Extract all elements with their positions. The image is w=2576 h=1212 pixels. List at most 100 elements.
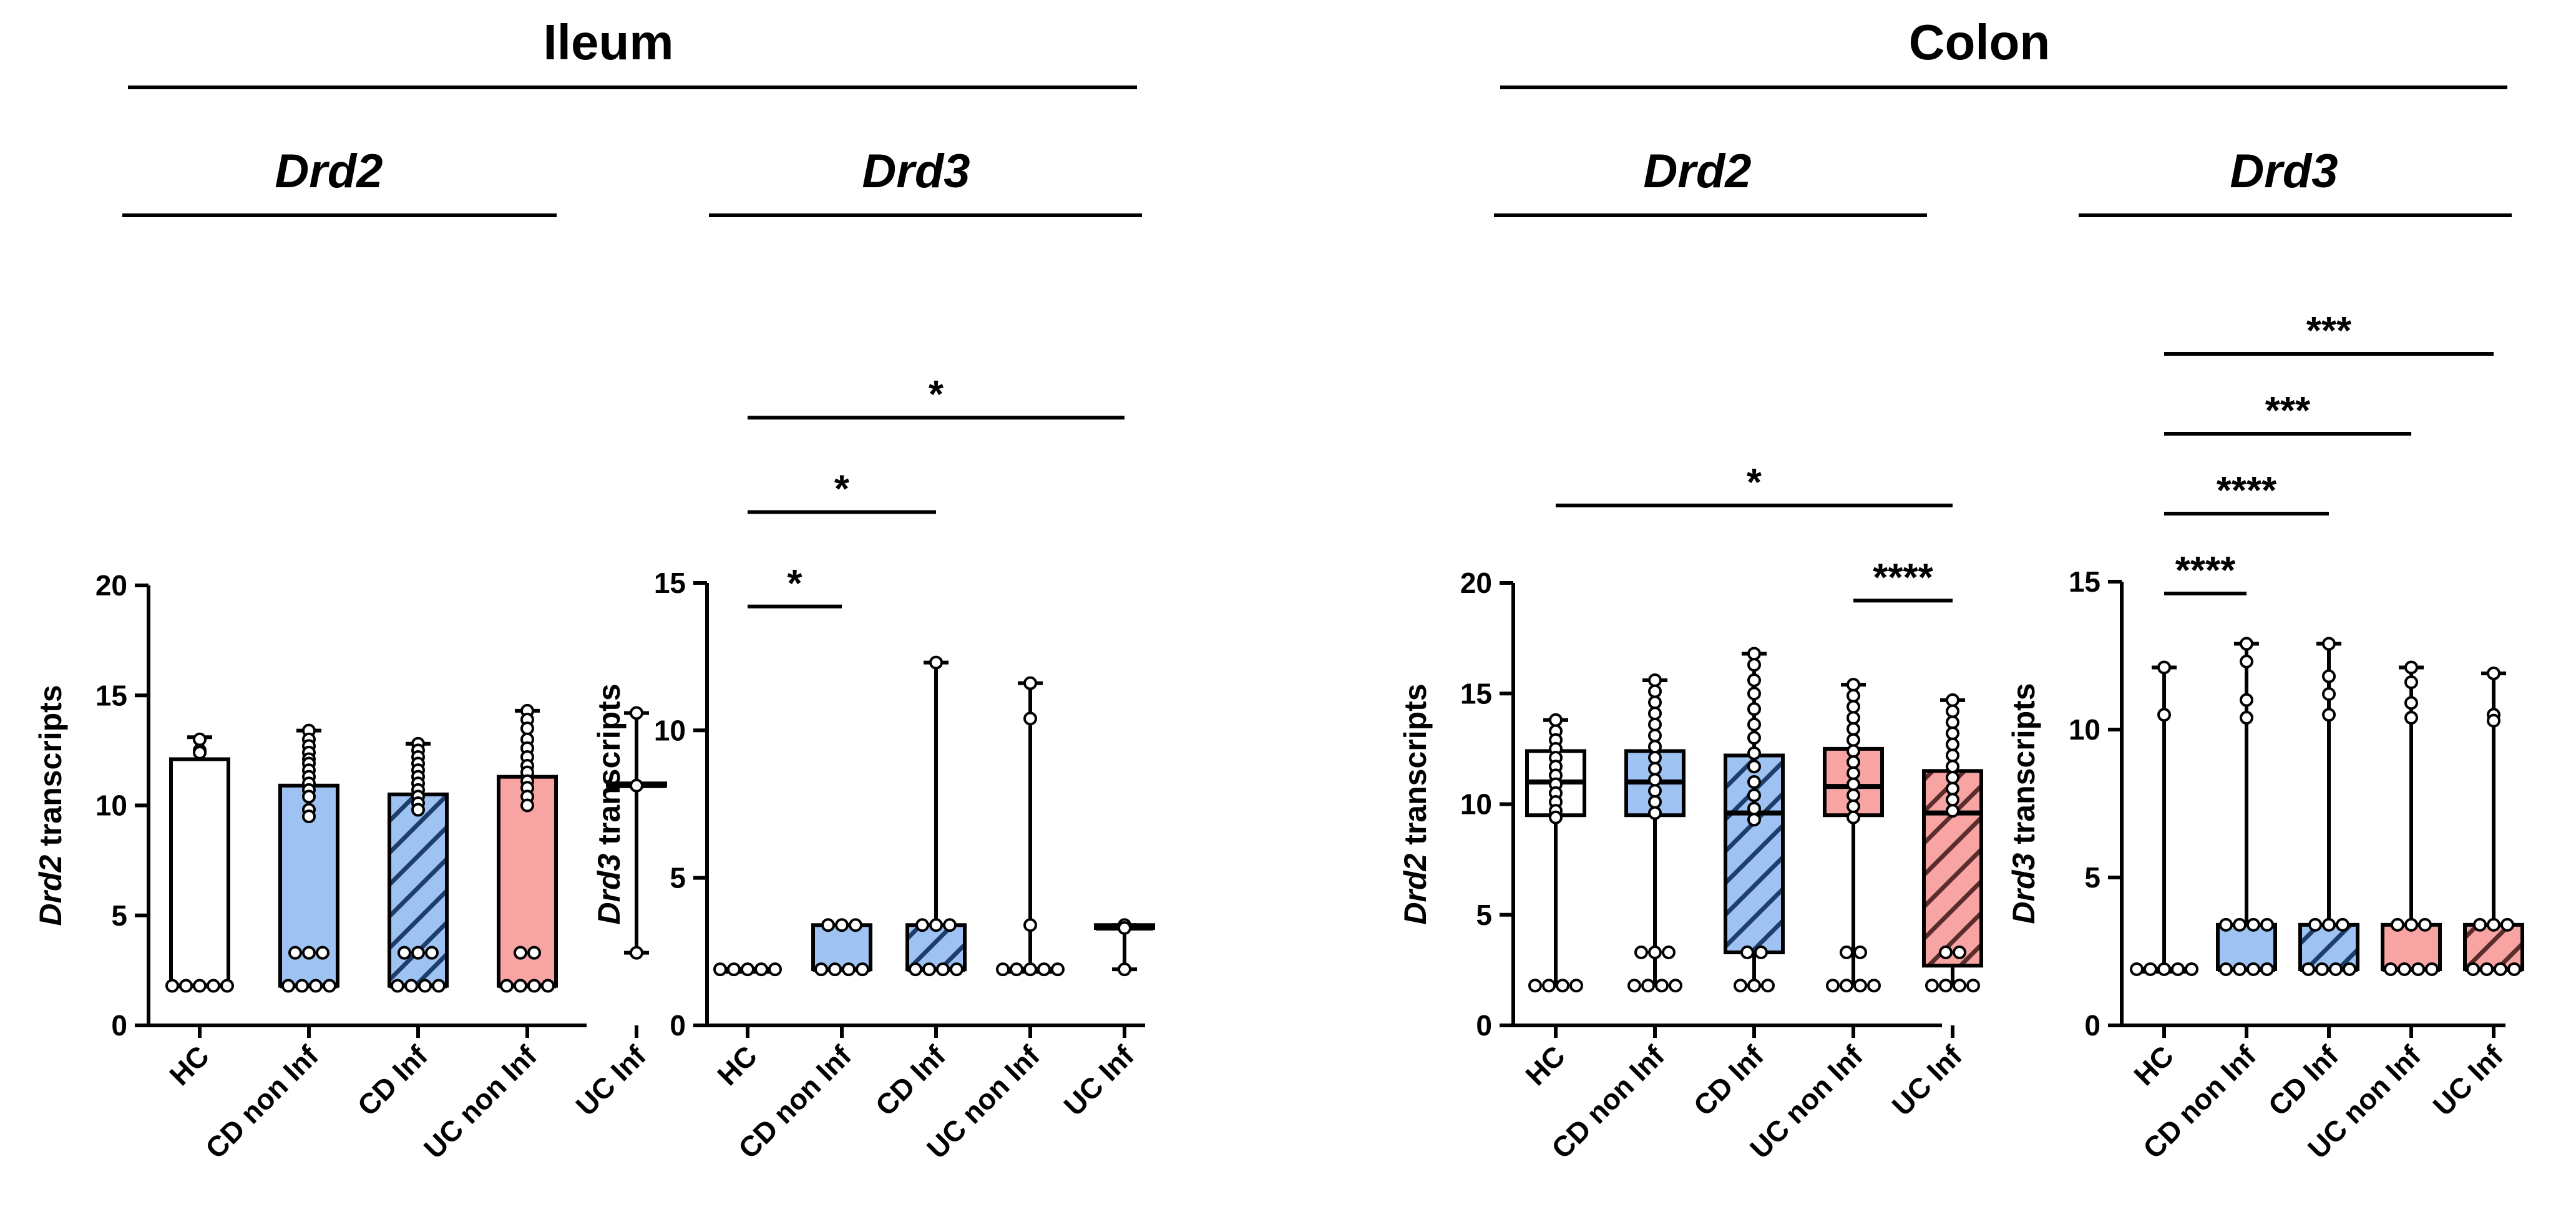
data-point: [411, 946, 425, 960]
data-point: [418, 979, 432, 993]
data-point: [288, 946, 302, 960]
data-point: [713, 962, 727, 977]
data-point: [1847, 788, 1860, 803]
data-point: [323, 979, 336, 993]
data-point: [1946, 804, 1959, 818]
category-label-uc-inf: UC Inf: [1886, 1039, 1969, 1122]
data-point: [1641, 979, 1655, 993]
data-point: [2240, 693, 2253, 707]
data-point: [2219, 917, 2233, 932]
data-point: [828, 962, 842, 977]
data-point: [2487, 666, 2500, 680]
data-point: [2260, 917, 2274, 932]
category-label-cd-inf: CD Inf: [2262, 1039, 2345, 1122]
data-point: [1648, 717, 1662, 731]
data-point: [1761, 979, 1775, 993]
data-point: [1662, 946, 1676, 960]
data-point: [295, 979, 309, 993]
data-point: [929, 918, 943, 932]
data-point: [2301, 962, 2315, 976]
data-point: [1549, 810, 1563, 824]
data-point: [814, 962, 828, 977]
data-point: [2487, 917, 2500, 932]
significance-label: *: [929, 373, 944, 416]
significance-label: ****: [1873, 556, 1933, 599]
category-label-cd-inf: CD Inf: [1687, 1039, 1770, 1122]
data-point: [1648, 751, 1662, 765]
data-point: [2473, 917, 2487, 932]
data-point: [1747, 673, 1761, 687]
data-point: [1847, 810, 1860, 824]
data-point: [2507, 962, 2521, 976]
data-point: [1648, 773, 1662, 787]
data-point: [2233, 917, 2247, 932]
y-tick-label: 15: [654, 567, 686, 599]
data-point: [1946, 793, 1959, 807]
significance-label: *: [834, 468, 850, 511]
data-point: [1569, 979, 1583, 993]
data-point: [1023, 918, 1037, 932]
significance-label: ***: [2265, 389, 2311, 433]
data-point: [1118, 921, 1131, 936]
data-point: [1953, 979, 1966, 993]
category-label-hc: HC: [2127, 1039, 2180, 1092]
category-label-hc: HC: [711, 1039, 763, 1092]
data-point: [2247, 917, 2260, 932]
data-point: [2425, 962, 2439, 976]
data-point: [1747, 647, 1761, 661]
y-axis-label-gene: Drd2: [1398, 854, 1433, 925]
data-point: [1847, 799, 1860, 814]
data-point: [2398, 962, 2411, 976]
data-point: [2240, 711, 2253, 725]
data-point: [1946, 726, 1959, 741]
data-point: [1853, 946, 1867, 960]
data-point: [1847, 678, 1860, 692]
y-tick-label: 5: [670, 862, 686, 894]
data-point: [2480, 962, 2494, 976]
significance-label: ****: [2175, 549, 2236, 592]
data-point: [768, 962, 782, 977]
data-point: [1847, 777, 1860, 791]
data-point: [2322, 669, 2336, 683]
data-point: [1648, 794, 1662, 809]
data-point: [2404, 917, 2418, 932]
data-point: [1528, 979, 1542, 993]
data-point: [1747, 801, 1761, 816]
data-point: [1023, 962, 1037, 977]
data-point: [1669, 979, 1682, 993]
box-cd-inf: [2298, 922, 2359, 971]
data-point: [630, 706, 643, 720]
box-hc: [169, 757, 230, 988]
data-point: [1946, 715, 1959, 730]
data-point: [520, 798, 534, 813]
data-point: [2336, 917, 2349, 932]
section-title-colon: Colon: [1909, 14, 2051, 70]
y-tick-label: 5: [2084, 861, 2100, 894]
data-point: [1648, 740, 1662, 754]
data-point: [1747, 775, 1761, 789]
data-point: [1946, 781, 1959, 796]
data-point: [425, 946, 439, 960]
category-label-uc-inf: UC Inf: [2427, 1039, 2510, 1122]
y-tick-label: 15: [1460, 677, 1492, 710]
data-point: [1925, 979, 1939, 993]
y-tick-label: 10: [95, 789, 127, 822]
data-point: [1946, 737, 1959, 751]
significance-label: ***: [2306, 310, 2352, 353]
data-point: [1118, 962, 1131, 977]
data-point: [1648, 806, 1662, 820]
data-point: [821, 918, 835, 932]
y-axis-label-gene: Drd3: [592, 853, 627, 924]
data-point: [915, 918, 929, 932]
data-point: [1655, 979, 1669, 993]
data-point: [1747, 760, 1761, 774]
data-point: [193, 745, 207, 760]
data-point: [950, 962, 964, 977]
y-axis-label-gene: Drd3: [2006, 853, 2041, 924]
data-point: [1747, 658, 1761, 672]
data-point: [835, 918, 849, 932]
data-point: [856, 962, 869, 977]
